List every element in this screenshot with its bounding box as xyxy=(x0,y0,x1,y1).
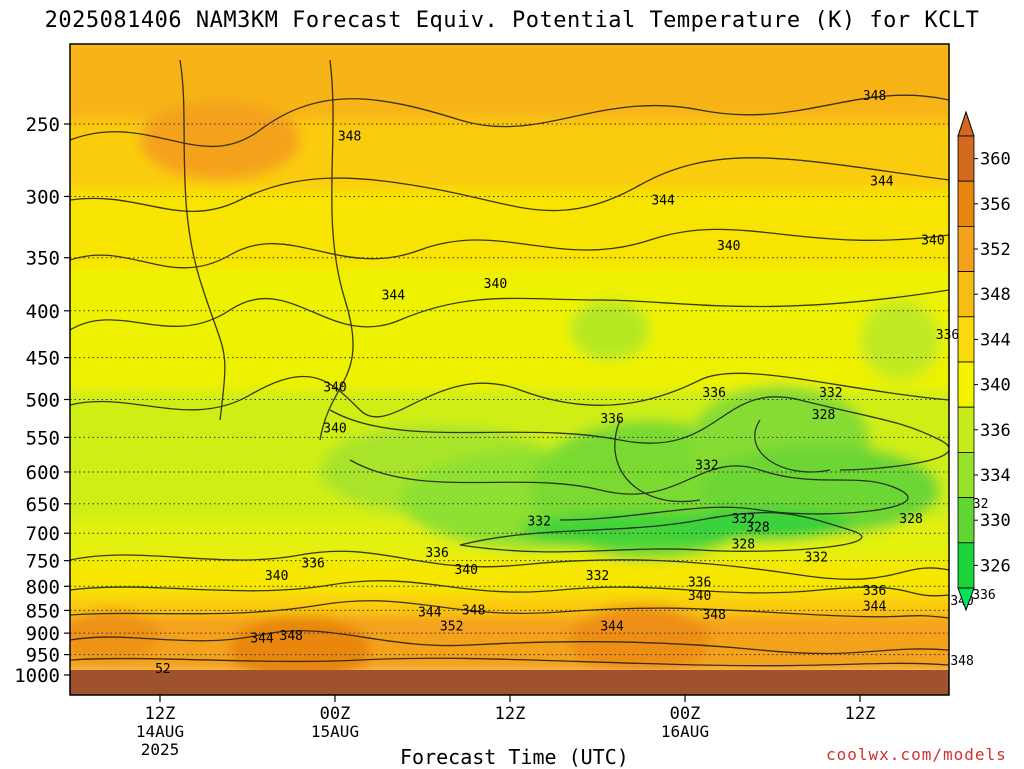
contour-label: 336 xyxy=(702,386,725,401)
colorbar-label: 340 xyxy=(980,376,1011,396)
contour-label: 336 xyxy=(972,588,995,603)
x-axis-label: Forecast Time (UTC) xyxy=(400,745,629,769)
contour-label: 336 xyxy=(301,556,324,571)
contour-label: 348 xyxy=(863,89,886,104)
y-tick-label: 250 xyxy=(26,114,60,136)
contour-label: 340 xyxy=(717,239,740,254)
contour-label: 336 xyxy=(688,575,711,590)
colorbar-label: 330 xyxy=(980,511,1011,531)
contour-label: 344 xyxy=(651,193,675,208)
contour-label: 352 xyxy=(440,619,463,634)
contour-label: 328 xyxy=(812,408,835,423)
colorbar-segment xyxy=(957,451,975,498)
colorbar-extend-top xyxy=(957,110,975,137)
contour-label: 344 xyxy=(250,631,274,646)
colorbar-extend-bottom xyxy=(957,587,975,612)
contour-label: 332 xyxy=(527,515,550,530)
y-tick-label: 350 xyxy=(26,248,60,270)
x-tick-label: 12Z xyxy=(145,704,176,724)
contour-label: 332 xyxy=(732,512,755,527)
contour-label: 344 xyxy=(863,600,887,615)
x-tick-sublabel: 2025 xyxy=(141,740,180,759)
y-tick-label: 1000 xyxy=(14,665,60,687)
y-tick-label: 900 xyxy=(26,623,60,645)
x-tick-sublabel: 14AUG xyxy=(136,722,184,741)
colorbar-label: 356 xyxy=(980,195,1011,215)
x-tick-sublabel: 16AUG xyxy=(661,722,709,741)
chart-title: 2025081406 NAM3KM Forecast Equiv. Potent… xyxy=(44,8,980,33)
colorbar-label: 344 xyxy=(980,330,1011,350)
y-tick-label: 750 xyxy=(26,551,60,573)
y-tick-label: 450 xyxy=(26,348,60,370)
colorbar-label: 334 xyxy=(980,466,1011,486)
contour-label: 332 xyxy=(805,550,828,565)
y-tick-label: 650 xyxy=(26,494,60,516)
temperature-field xyxy=(70,44,949,695)
contour-label: 348 xyxy=(702,608,725,623)
colorbar: 360 356 352 348 344 340 336 334 330 326 xyxy=(957,110,1011,612)
colorbar-segment xyxy=(957,497,975,544)
colorbar-label: 326 xyxy=(980,556,1011,576)
x-tick-label: 12Z xyxy=(495,704,526,724)
y-tick-label: 400 xyxy=(26,301,60,323)
colorbar-segment xyxy=(957,406,975,453)
contour-label: 344 xyxy=(870,175,894,190)
y-tick-label: 600 xyxy=(26,462,60,484)
colorbar-segment xyxy=(957,271,975,318)
contour-label: 328 xyxy=(732,537,755,552)
contour-label: 340 xyxy=(265,569,288,584)
y-tick-label: 800 xyxy=(26,576,60,598)
contour-label: 328 xyxy=(746,521,769,536)
contour-label: 348 xyxy=(462,603,485,618)
contour-label: 348 xyxy=(280,629,303,644)
colorbar-segment xyxy=(957,225,975,272)
contour-label: 332 xyxy=(819,386,842,401)
contour-label: 348 xyxy=(338,130,361,145)
x-tick-label: 00Z xyxy=(320,704,351,724)
y-tick-label: 500 xyxy=(26,390,60,412)
y-tick-label: 850 xyxy=(26,600,60,622)
contour-label: 340 xyxy=(921,233,944,248)
colorbar-label: 360 xyxy=(980,150,1011,170)
colorbar-segment xyxy=(957,361,975,408)
colorbar-label: 348 xyxy=(980,285,1011,305)
y-axis: 2503003504004505005506006507007508008509… xyxy=(14,114,70,687)
contour-label: 344 xyxy=(418,606,442,621)
y-tick-label: 550 xyxy=(26,427,60,449)
plot-frame xyxy=(69,43,950,696)
y-tick-label: 300 xyxy=(26,186,60,208)
contour-label: 340 xyxy=(688,589,711,604)
colorbar-segment xyxy=(957,180,975,227)
contour-label: 344 xyxy=(382,289,406,304)
contour-label: 332 xyxy=(695,458,718,473)
contour-label: 336 xyxy=(600,412,623,427)
contour-label: 340 xyxy=(455,563,478,578)
colorbar-label: 336 xyxy=(980,421,1011,441)
colorbar-segment xyxy=(957,135,975,182)
colorbar-segment xyxy=(957,316,975,363)
contour-label: 332 xyxy=(586,569,609,584)
contour-label: 340 xyxy=(323,380,346,395)
x-tick-label: 12Z xyxy=(845,704,876,724)
y-tick-label: 950 xyxy=(26,645,60,667)
contour-label: 344 xyxy=(600,619,624,634)
contour-label: 328 xyxy=(899,512,922,527)
contour-label: 340 xyxy=(484,277,507,292)
contour-label: 336 xyxy=(425,546,448,561)
contour-label: 336 xyxy=(863,584,886,599)
contour-label: 340 xyxy=(323,422,346,437)
contour-label: 348 xyxy=(950,654,973,669)
colorbar-segment xyxy=(957,542,975,589)
contour-label: 336 xyxy=(936,328,959,343)
contour-label: 52 xyxy=(155,662,171,677)
credit-link[interactable]: coolwx.com/models xyxy=(826,745,1007,764)
x-tick-sublabel: 15AUG xyxy=(311,722,359,741)
colorbar-label: 352 xyxy=(980,240,1011,260)
y-tick-label: 700 xyxy=(26,523,60,545)
x-tick-label: 00Z xyxy=(670,704,701,724)
